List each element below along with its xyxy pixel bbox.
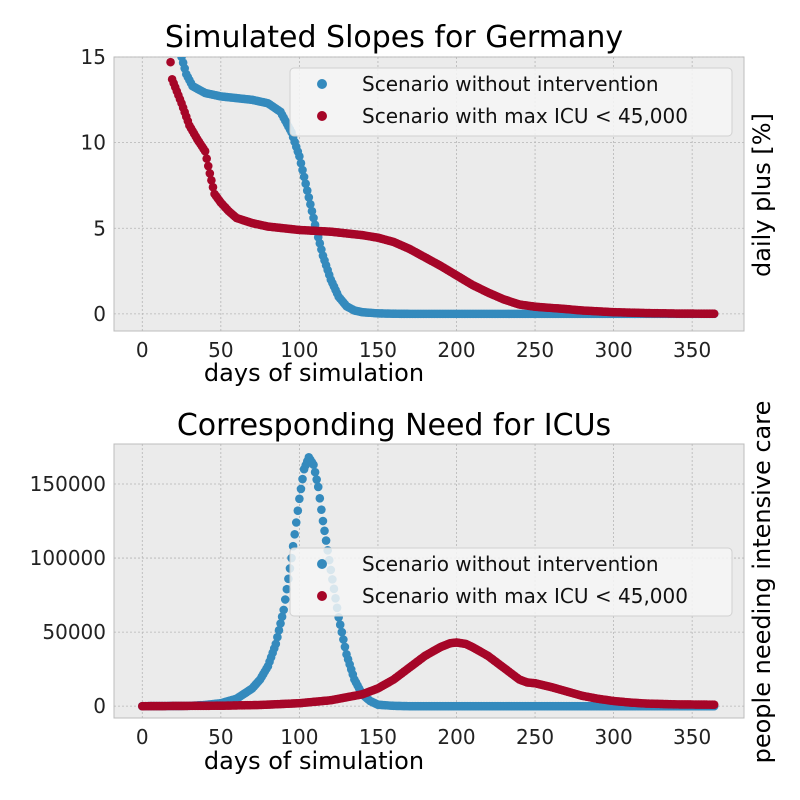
data-point xyxy=(293,506,303,515)
data-point xyxy=(280,595,290,604)
x-axis-label: days of simulation xyxy=(204,359,424,387)
y-tick-label: 100000 xyxy=(30,546,106,570)
data-point xyxy=(321,536,331,545)
x-tick-label: 50 xyxy=(208,725,233,749)
legend-marker xyxy=(317,79,327,89)
x-tick-label: 350 xyxy=(673,338,711,362)
data-point xyxy=(205,169,215,178)
x-tick-label: 250 xyxy=(516,338,554,362)
data-point xyxy=(166,57,175,67)
data-point xyxy=(298,474,307,484)
legend-box xyxy=(289,67,733,137)
data-point xyxy=(309,460,318,470)
y-axis-label: people needing intensive care xyxy=(748,401,776,764)
data-point xyxy=(279,605,288,615)
data-point xyxy=(296,158,306,168)
data-point xyxy=(339,635,348,644)
y-tick-label: 15 xyxy=(81,45,106,69)
data-point xyxy=(301,179,310,189)
chart-2: 0 50 100 150 200 250 300 350 0 50000 100000 150000 C… xyxy=(30,401,776,775)
data-point xyxy=(306,199,315,209)
x-tick-label: 0 xyxy=(136,725,149,749)
data-point xyxy=(295,152,304,161)
data-point xyxy=(304,193,314,202)
chart-1: 0 50 100 150 200 250 300 350 0 5 10 15 Simulated Slo… xyxy=(81,20,776,387)
series-2 xyxy=(137,638,719,711)
data-point xyxy=(315,494,325,503)
data-point xyxy=(200,146,210,156)
x-tick-label: 300 xyxy=(595,725,633,749)
data-point xyxy=(274,626,284,635)
x-axis-label: days of simulation xyxy=(204,747,424,775)
data-point xyxy=(271,639,281,649)
data-point xyxy=(299,172,309,182)
data-point xyxy=(337,627,347,637)
y-tick-label: 50000 xyxy=(42,620,106,644)
data-point xyxy=(273,632,282,642)
legend-marker xyxy=(317,559,327,569)
legend-label: Scenario without intervention xyxy=(362,552,659,576)
chart-title: Corresponding Need for ICUs xyxy=(177,408,611,443)
data-point xyxy=(335,620,345,629)
data-point xyxy=(282,584,292,594)
x-tick-label: 0 xyxy=(136,338,149,362)
data-point xyxy=(208,182,218,192)
legend-marker xyxy=(317,111,327,121)
legend-marker xyxy=(317,591,327,601)
series-2 xyxy=(166,57,719,319)
legend-box xyxy=(289,547,733,617)
data-point xyxy=(709,309,719,319)
data-point xyxy=(709,700,719,709)
y-tick-label: 0 xyxy=(93,694,106,718)
data-point xyxy=(277,612,287,621)
data-point xyxy=(340,642,350,652)
data-point xyxy=(290,530,299,539)
x-tick-label: 50 xyxy=(208,338,233,362)
chart-title: Simulated Slopes for Germany xyxy=(165,20,623,55)
data-point xyxy=(203,161,213,171)
legend-label: Scenario without intervention xyxy=(362,72,659,96)
legend-label: Scenario with max ICU < 45,000 xyxy=(362,104,688,128)
data-point xyxy=(291,518,301,527)
x-tick-label: 150 xyxy=(359,725,397,749)
data-point xyxy=(313,482,323,492)
data-point xyxy=(202,154,211,163)
data-point xyxy=(296,484,306,494)
data-point xyxy=(302,186,312,195)
data-point xyxy=(318,516,328,526)
data-point xyxy=(320,526,329,536)
x-tick-label: 250 xyxy=(516,725,554,749)
legend: Scenario without intervention Scenario wi… xyxy=(289,547,733,617)
data-point xyxy=(295,494,304,504)
x-tick-label: 150 xyxy=(359,338,397,362)
y-tick-label: 150000 xyxy=(30,472,106,496)
data-point xyxy=(298,165,307,175)
y-axis-label: daily plus [%] xyxy=(748,113,776,277)
legend-label: Scenario with max ICU < 45,000 xyxy=(362,584,688,608)
data-point xyxy=(309,213,318,223)
x-tick-label: 350 xyxy=(673,725,711,749)
x-tick-label: 100 xyxy=(280,338,318,362)
y-tick-label: 10 xyxy=(81,131,106,155)
data-point xyxy=(276,619,285,628)
x-tick-label: 200 xyxy=(437,725,475,749)
data-point xyxy=(317,505,326,514)
data-point xyxy=(312,475,321,484)
data-point xyxy=(310,467,320,477)
x-tick-label: 200 xyxy=(437,338,475,362)
y-tick-label: 0 xyxy=(93,302,106,326)
x-tick-label: 300 xyxy=(595,338,633,362)
data-point xyxy=(207,176,216,185)
x-tick-label: 100 xyxy=(280,725,318,749)
y-tick-label: 5 xyxy=(93,216,106,240)
data-point xyxy=(307,206,317,216)
legend: Scenario without intervention Scenario wi… xyxy=(289,67,733,137)
